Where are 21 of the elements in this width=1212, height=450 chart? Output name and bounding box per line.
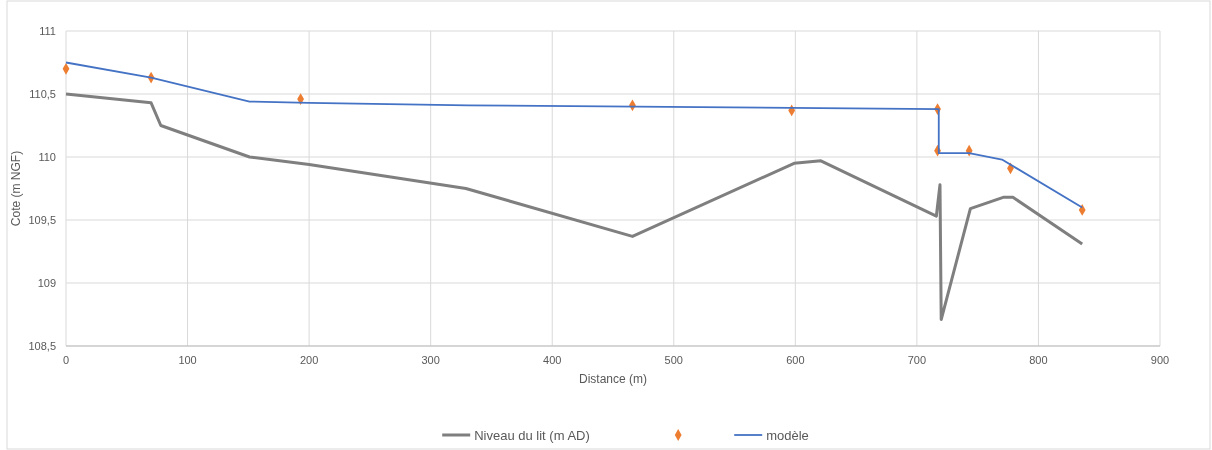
x-tick-label: 400 <box>543 354 562 366</box>
legend-label: modèle <box>766 428 809 443</box>
y-tick-label: 110 <box>38 151 56 163</box>
y-tick-label: 109 <box>37 277 56 289</box>
x-tick-label: 200 <box>299 354 319 366</box>
y-tick-label: 108,5 <box>28 340 56 352</box>
x-tick-label: 0 <box>62 354 70 366</box>
line-series <box>64 92 1084 322</box>
x-tick-label: 700 <box>907 354 927 366</box>
x-tick-label: 900 <box>1150 354 1170 366</box>
x-tick-label: 600 <box>786 354 805 366</box>
y-axis-title: Cote (m NGF) <box>9 150 23 227</box>
y-tick-label: 111 <box>39 25 56 37</box>
x-tick-label: 300 <box>421 354 440 366</box>
x-tick-label: 100 <box>178 354 197 366</box>
x-tick-label: 500 <box>664 354 683 366</box>
x-axis-title: Distance (m) <box>578 372 648 386</box>
legend-label: Niveau du lit (m AD) <box>474 428 590 443</box>
y-tick-label: 109,5 <box>28 214 56 226</box>
y-tick-label: 110,5 <box>29 88 56 100</box>
x-tick-label: 800 <box>1029 354 1048 366</box>
